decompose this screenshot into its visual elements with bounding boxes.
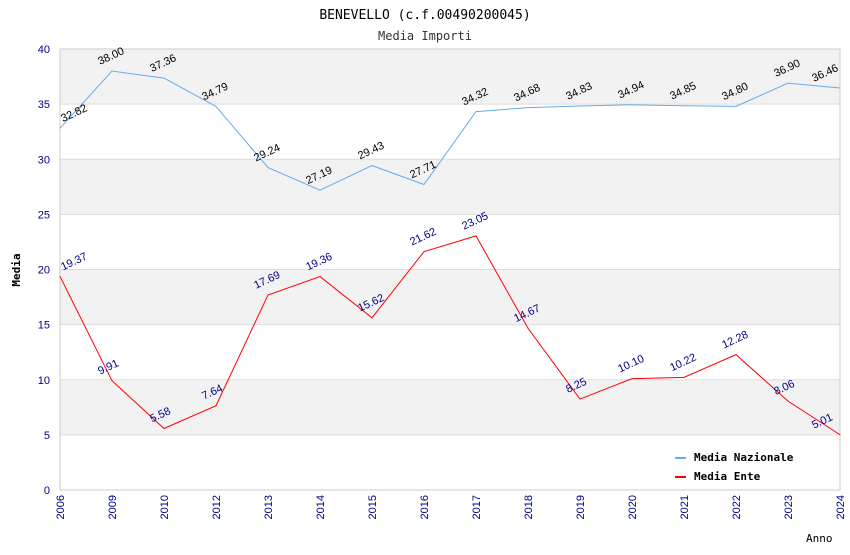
data-point xyxy=(423,251,425,253)
data-point xyxy=(215,405,217,407)
data-point xyxy=(631,378,633,380)
data-point xyxy=(371,317,373,319)
x-tick-label: 2009 xyxy=(107,495,119,519)
data-point xyxy=(319,189,321,191)
legend-swatch-nazionale xyxy=(675,457,686,459)
x-tick-label: 2023 xyxy=(783,495,795,519)
x-tick-label: 2012 xyxy=(211,495,223,519)
legend-label-ente: Media Ente xyxy=(694,470,761,483)
data-point xyxy=(59,127,61,129)
data-point xyxy=(267,294,269,296)
legend-swatch-ente xyxy=(675,476,686,478)
grid-band xyxy=(60,159,840,215)
data-point xyxy=(59,275,61,277)
data-point xyxy=(423,183,425,185)
data-point xyxy=(267,167,269,169)
y-tick-label: 0 xyxy=(44,485,50,497)
data-point xyxy=(683,105,685,107)
grid-band xyxy=(60,269,840,325)
data-point xyxy=(579,398,581,400)
y-tick-label: 10 xyxy=(38,375,50,387)
data-point xyxy=(111,380,113,382)
data-point xyxy=(111,70,113,72)
x-tick-label: 2006 xyxy=(55,495,67,519)
x-tick-label: 2017 xyxy=(471,495,483,519)
data-point xyxy=(475,235,477,237)
x-tick-label: 2018 xyxy=(523,495,535,519)
x-tick-label: 2020 xyxy=(627,495,639,519)
legend-label-nazionale: Media Nazionale xyxy=(694,451,794,464)
plot-border xyxy=(59,48,841,491)
data-point xyxy=(631,104,633,106)
x-tick-label: 2015 xyxy=(367,495,379,519)
legend: Media Nazionale Media Ente xyxy=(670,446,810,487)
data-point xyxy=(527,327,529,329)
series-line-0 xyxy=(59,70,841,191)
x-axis-label: Anno xyxy=(806,532,833,545)
data-point xyxy=(839,87,841,89)
y-tick-label: 20 xyxy=(38,265,50,277)
data-point xyxy=(475,111,477,113)
x-tick-label: 2014 xyxy=(315,495,327,519)
grid-band xyxy=(60,379,840,435)
series-line-1 xyxy=(59,235,841,436)
chart-title: BENEVELLO (c.f.00490200045) xyxy=(319,8,530,23)
y-tick-label: 15 xyxy=(38,320,50,332)
data-point xyxy=(319,276,321,278)
y-tick-label: 5 xyxy=(44,430,50,442)
x-tick-label: 2016 xyxy=(419,495,431,519)
x-tick-label: 2019 xyxy=(575,495,587,519)
data-point xyxy=(839,434,841,436)
y-tick-label: 35 xyxy=(38,99,50,111)
data-label: 21.62 xyxy=(408,226,438,249)
data-label: 12.28 xyxy=(720,329,750,352)
y-axis-label: Media xyxy=(10,253,23,286)
data-point xyxy=(787,400,789,402)
x-tick-label: 2024 xyxy=(835,495,847,519)
data-point xyxy=(735,105,737,107)
data-point xyxy=(527,107,529,109)
data-point xyxy=(163,427,165,429)
x-tick-label: 2010 xyxy=(159,495,171,519)
data-label: 32.82 xyxy=(59,102,89,125)
data-point xyxy=(683,376,685,378)
x-tick-label: 2013 xyxy=(263,495,275,519)
data-point xyxy=(215,105,217,107)
data-label: 10.22 xyxy=(668,352,698,375)
y-tick-label: 25 xyxy=(38,209,50,221)
data-point xyxy=(735,354,737,356)
grid-band xyxy=(60,49,840,105)
y-tick-label: 30 xyxy=(38,154,50,166)
data-point xyxy=(163,77,165,79)
x-tick-label: 2022 xyxy=(731,495,743,519)
data-point xyxy=(371,165,373,167)
data-point xyxy=(787,82,789,84)
data-label: 10.10 xyxy=(616,353,646,376)
y-tick-label: 40 xyxy=(38,44,50,56)
data-point xyxy=(579,105,581,107)
x-tick-label: 2021 xyxy=(679,495,691,519)
chart-subtitle: Media Importi xyxy=(378,29,472,43)
